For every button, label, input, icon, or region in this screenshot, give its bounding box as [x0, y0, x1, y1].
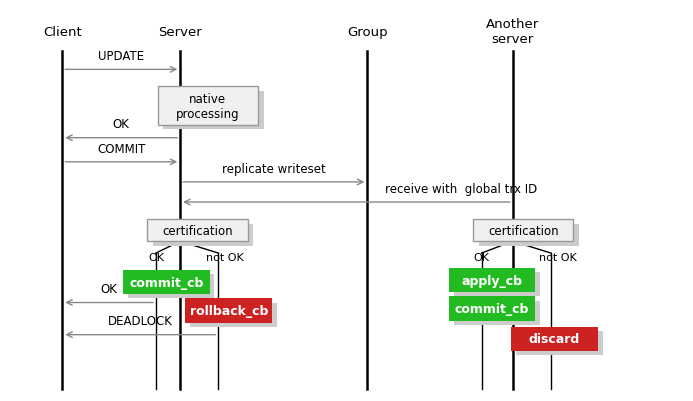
Text: receive with  global trx ID: receive with global trx ID — [385, 182, 537, 195]
FancyBboxPatch shape — [186, 299, 272, 323]
Text: commit_cb: commit_cb — [129, 276, 204, 289]
FancyBboxPatch shape — [473, 220, 574, 241]
Text: UPDATE: UPDATE — [98, 50, 144, 63]
Text: certification: certification — [488, 224, 559, 237]
FancyBboxPatch shape — [449, 297, 535, 321]
Text: native
processing: native processing — [176, 92, 240, 120]
Text: OK: OK — [113, 118, 130, 131]
FancyBboxPatch shape — [478, 224, 579, 246]
FancyBboxPatch shape — [158, 87, 258, 125]
FancyBboxPatch shape — [147, 220, 247, 241]
FancyBboxPatch shape — [163, 92, 263, 130]
FancyBboxPatch shape — [123, 271, 209, 295]
Text: apply_cb: apply_cb — [462, 274, 523, 287]
Text: OK: OK — [148, 253, 164, 263]
FancyBboxPatch shape — [152, 224, 253, 246]
Text: OK: OK — [100, 283, 118, 296]
Text: not OK: not OK — [207, 253, 244, 263]
Text: Group: Group — [347, 26, 387, 38]
Text: DEADLOCK: DEADLOCK — [108, 315, 173, 328]
FancyBboxPatch shape — [128, 275, 215, 299]
Text: Client: Client — [43, 26, 82, 38]
Text: commit_cb: commit_cb — [455, 302, 529, 315]
Text: COMMIT: COMMIT — [97, 142, 146, 155]
Text: not OK: not OK — [539, 253, 577, 263]
Text: OK: OK — [473, 253, 490, 263]
Text: rollback_cb: rollback_cb — [189, 304, 268, 317]
FancyBboxPatch shape — [453, 301, 541, 325]
FancyBboxPatch shape — [453, 273, 541, 297]
Text: Server: Server — [158, 26, 202, 38]
Text: replicate writeset: replicate writeset — [222, 162, 326, 175]
FancyBboxPatch shape — [516, 331, 603, 355]
Text: certification: certification — [162, 224, 233, 237]
FancyBboxPatch shape — [449, 269, 535, 293]
FancyBboxPatch shape — [190, 303, 277, 327]
Text: Another
server: Another server — [486, 18, 539, 46]
FancyBboxPatch shape — [511, 327, 597, 351]
Text: discard: discard — [529, 332, 580, 345]
